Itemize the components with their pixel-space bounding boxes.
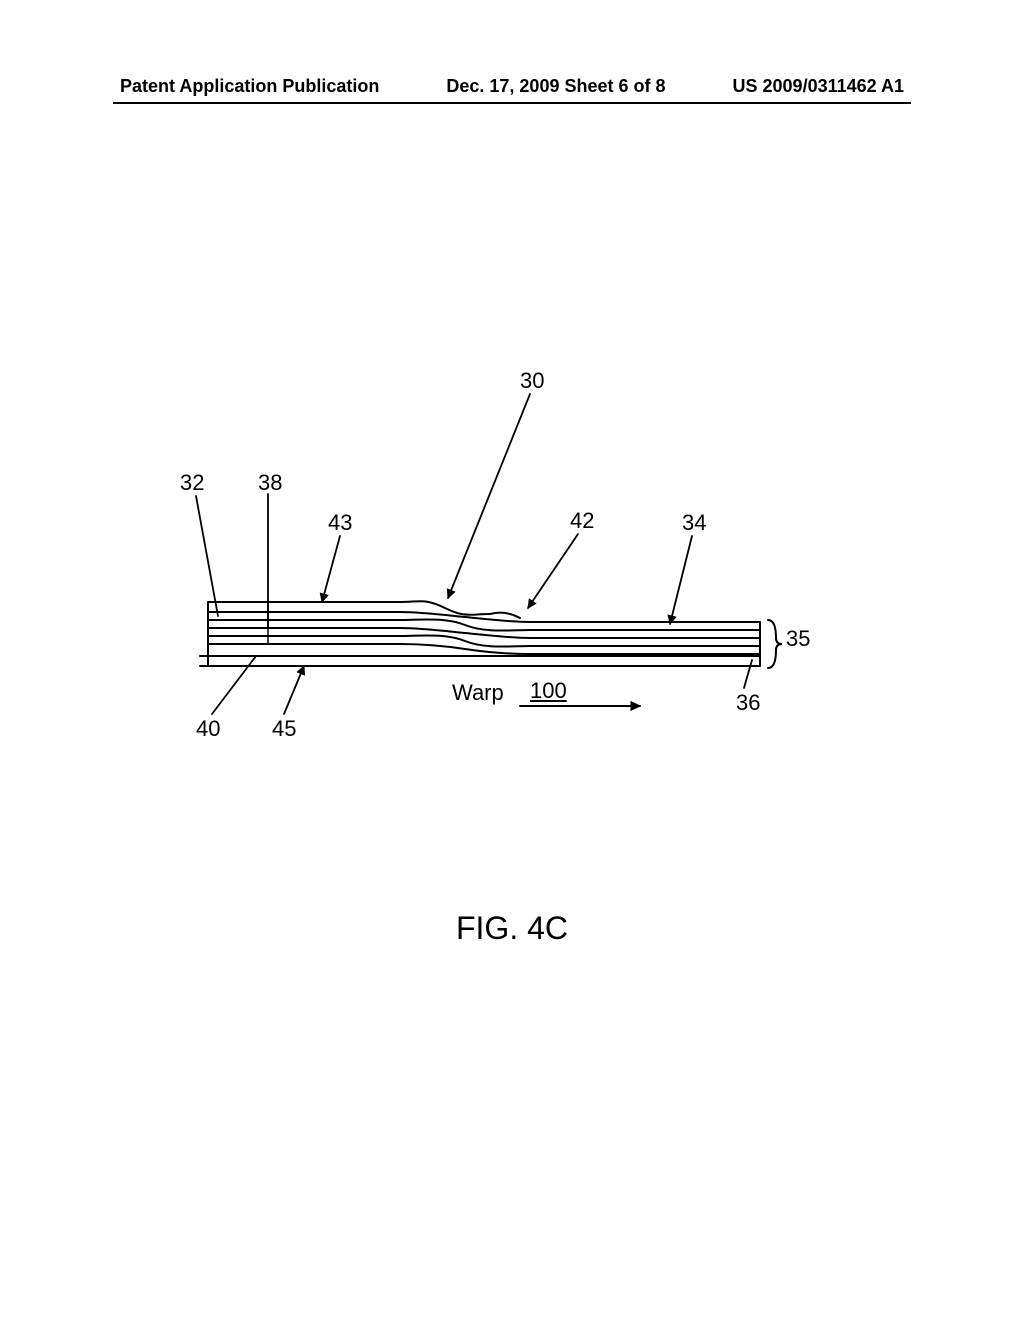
svg-text:45: 45 bbox=[272, 716, 296, 741]
svg-text:34: 34 bbox=[682, 510, 706, 535]
svg-text:35: 35 bbox=[786, 626, 810, 651]
svg-text:43: 43 bbox=[328, 510, 352, 535]
svg-text:42: 42 bbox=[570, 508, 594, 533]
page-root: Patent Application Publication Dec. 17, … bbox=[0, 0, 1024, 1320]
warp-number: 100 bbox=[530, 678, 567, 704]
patent-diagram: 30 32 38 43 42 34 35 36 40 45 bbox=[0, 0, 1024, 1320]
svg-text:36: 36 bbox=[736, 690, 760, 715]
svg-text:38: 38 bbox=[258, 470, 282, 495]
figure-caption: FIG. 4C bbox=[0, 910, 1024, 947]
svg-text:40: 40 bbox=[196, 716, 220, 741]
svg-text:32: 32 bbox=[180, 470, 204, 495]
warp-label: Warp bbox=[452, 680, 504, 706]
svg-text:30: 30 bbox=[520, 368, 544, 393]
